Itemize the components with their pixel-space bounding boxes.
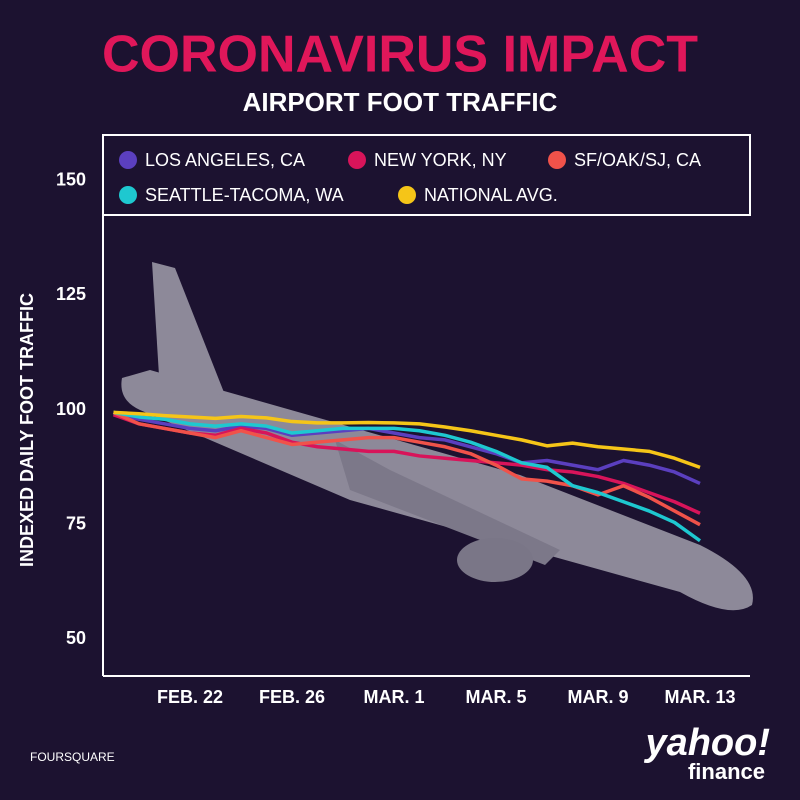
legend-label: LOS ANGELES, CA xyxy=(145,150,305,170)
wing xyxy=(335,440,560,565)
series-line xyxy=(113,410,701,470)
legend-swatch xyxy=(119,186,137,204)
legend-label: NATIONAL AVG. xyxy=(424,185,558,205)
frame xyxy=(102,134,751,677)
source: FOURSQUARE xyxy=(30,750,115,764)
engine xyxy=(457,538,533,582)
legend-label: NEW YORK, NY xyxy=(374,150,507,170)
legend-label: SEATTLE-TACOMA, WA xyxy=(145,185,344,205)
y-tick-label: 100 xyxy=(56,399,86,419)
chart-subtitle: AIRPORT FOOT TRAFFIC xyxy=(243,87,558,117)
chart-title: CORONAVIRUS IMPACT xyxy=(102,26,698,84)
tail xyxy=(152,262,225,395)
y-axis-label: INDEXED DAILY FOOT TRAFFIC xyxy=(17,293,37,567)
logo: yahoo! xyxy=(643,722,770,764)
x-tick-label: FEB. 22 xyxy=(157,687,223,707)
x-tick-label: MAR. 13 xyxy=(664,687,735,707)
legend-swatch xyxy=(548,151,566,169)
legend-label: SF/OAK/SJ, CA xyxy=(574,150,701,170)
series-line xyxy=(112,413,701,515)
y-tick-label: 125 xyxy=(56,284,86,304)
y-tick-label: 75 xyxy=(66,513,86,533)
y-tick-label: 150 xyxy=(56,170,86,190)
legend-swatch xyxy=(398,186,416,204)
logo-sub: finance xyxy=(688,759,765,784)
legend-swatch xyxy=(119,151,137,169)
y-tick-label: 50 xyxy=(66,628,86,648)
legend-swatch xyxy=(348,151,366,169)
x-tick-label: MAR. 9 xyxy=(567,687,628,707)
x-tick-label: FEB. 26 xyxy=(259,687,325,707)
x-tick-label: MAR. 1 xyxy=(363,687,424,707)
series-line xyxy=(113,410,702,543)
series-line xyxy=(113,410,701,486)
x-tick-label: MAR. 5 xyxy=(465,687,526,707)
